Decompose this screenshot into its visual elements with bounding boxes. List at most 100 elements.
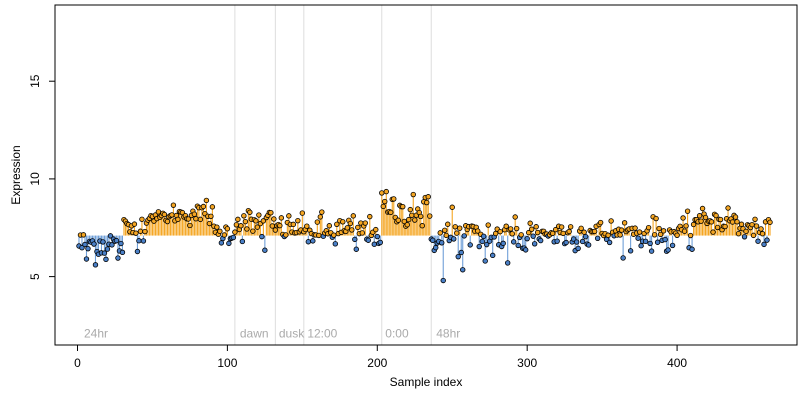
data-point <box>758 226 764 232</box>
data-point <box>687 232 694 239</box>
data-point <box>170 202 177 208</box>
data-point <box>118 240 124 247</box>
y-tick-label: 15 <box>28 74 42 88</box>
data-point <box>349 227 355 233</box>
data-point <box>391 196 397 202</box>
data-point <box>377 239 383 246</box>
data-point <box>232 229 238 235</box>
y-axis: 5 10 15 <box>28 74 56 280</box>
data-point <box>512 214 518 220</box>
data-point <box>140 238 147 244</box>
data-point <box>262 247 268 253</box>
data-point <box>371 241 377 247</box>
data-point <box>621 220 628 226</box>
data-point <box>503 223 509 229</box>
data-point <box>717 216 724 223</box>
data-point <box>558 224 565 230</box>
data-point <box>645 224 652 231</box>
data-point <box>226 240 232 247</box>
data-point <box>510 239 517 245</box>
data-point <box>169 212 175 218</box>
data-point <box>404 222 410 228</box>
data-point <box>239 238 246 245</box>
data-point <box>617 232 623 238</box>
data-point <box>452 224 458 230</box>
data-point <box>698 218 704 224</box>
data-point <box>696 213 703 219</box>
data-point <box>271 216 277 222</box>
data-point <box>635 235 641 241</box>
data-point <box>767 219 773 225</box>
data-point <box>597 219 604 226</box>
data-point <box>85 245 91 252</box>
data-point <box>340 219 346 225</box>
data-point <box>344 225 351 231</box>
data-point <box>191 211 198 217</box>
data-point <box>725 205 731 211</box>
data-point <box>400 203 406 210</box>
data-point <box>427 213 433 219</box>
data-point <box>684 208 691 214</box>
data-point <box>654 239 661 245</box>
y-axis-title: Expression <box>9 145 23 204</box>
y-tick-label: 10 <box>28 172 42 186</box>
data-point <box>524 235 530 242</box>
data-point <box>507 226 514 232</box>
region-label: 0:00 <box>385 326 409 340</box>
data-point <box>161 211 168 218</box>
data-point <box>203 197 210 204</box>
data-point <box>485 222 491 228</box>
data-point <box>107 233 114 239</box>
data-point <box>753 223 760 229</box>
data-point <box>259 233 265 240</box>
data-point <box>334 221 340 227</box>
data-point <box>365 237 371 243</box>
data-point <box>253 218 259 224</box>
data-point <box>750 232 757 239</box>
data-point <box>299 210 306 216</box>
data-point <box>319 209 325 215</box>
data-point <box>689 246 695 252</box>
data-point <box>352 236 358 243</box>
data-point <box>642 238 649 245</box>
data-point <box>755 238 761 244</box>
data-point <box>656 225 662 232</box>
data-point <box>749 221 755 228</box>
data-point <box>752 216 758 222</box>
data-point <box>732 214 739 220</box>
data-point <box>531 241 538 247</box>
data-point <box>552 226 559 233</box>
data-point <box>316 232 322 239</box>
data-point <box>350 213 356 219</box>
data-point <box>493 230 499 237</box>
data-point <box>254 224 261 230</box>
data-point <box>109 242 115 248</box>
data-point <box>193 216 199 222</box>
data-point <box>475 228 481 234</box>
data-point <box>314 219 321 225</box>
data-point <box>113 237 120 244</box>
region-label: 48hr <box>436 326 460 340</box>
data-point <box>412 217 418 223</box>
data-point <box>430 237 436 244</box>
data-point <box>497 228 503 235</box>
data-point <box>513 225 520 232</box>
data-point <box>355 224 361 231</box>
data-point <box>534 229 541 236</box>
data-point <box>187 222 193 229</box>
data-point <box>295 217 301 224</box>
data-point <box>743 228 749 235</box>
data-point <box>710 229 716 235</box>
data-point <box>533 224 539 230</box>
data-point <box>250 228 256 234</box>
data-point <box>115 255 121 261</box>
data-point <box>347 220 354 227</box>
data-point <box>235 216 241 223</box>
data-point <box>139 216 145 222</box>
data-point <box>310 238 316 244</box>
data-point <box>594 235 601 241</box>
data-point <box>504 260 511 266</box>
data-point <box>214 224 220 230</box>
data-point <box>741 234 748 240</box>
data-point <box>528 226 535 232</box>
